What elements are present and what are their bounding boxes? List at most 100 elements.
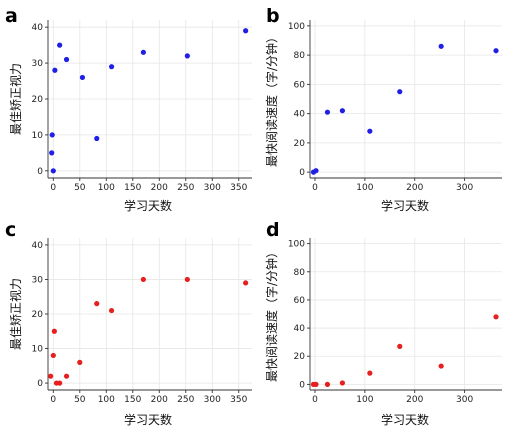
- x-tick-label: 150: [124, 183, 141, 193]
- y-axis-title: 最佳矫正视力: [8, 63, 23, 135]
- x-tick-label: 100: [356, 183, 373, 193]
- data-point: [339, 108, 346, 114]
- x-tick-label: 350: [230, 395, 247, 405]
- data-point: [493, 314, 499, 320]
- y-tick-label: 80: [294, 51, 306, 61]
- data-point: [50, 352, 56, 359]
- x-axis-title: 学习天数: [124, 412, 172, 427]
- data-point: [52, 67, 58, 73]
- x-axis-title: 学习天数: [381, 198, 429, 213]
- panel-a: a 0 50 100 150 200 250 300 350 0 10 20 30 40 学习天数 最佳矫正视…: [5, 5, 252, 213]
- panel-c: c 0 50 100 150 200 250 300 350 0 10 20 30 40 学习天数 最佳矫正视…: [5, 219, 252, 427]
- x-tick-label: 0: [50, 183, 56, 193]
- y-tick-label: 40: [294, 110, 306, 120]
- x-tick-label: 100: [356, 395, 373, 405]
- data-point: [94, 301, 100, 307]
- y-tick-label: 20: [32, 95, 44, 105]
- data-point: [184, 276, 190, 283]
- x-tick-label: 300: [456, 183, 473, 193]
- data-point: [493, 48, 499, 54]
- data-point: [49, 150, 55, 156]
- x-tick-label: 200: [151, 395, 168, 405]
- y-tick-label: 60: [294, 80, 306, 90]
- x-tick-label: 200: [151, 183, 168, 193]
- y-tick-label: 0: [299, 168, 305, 178]
- y-tick-label: 0: [299, 380, 305, 390]
- data-point: [243, 280, 249, 286]
- data-point: [108, 307, 115, 314]
- data-point: [48, 373, 54, 379]
- x-tick-label: 300: [456, 395, 473, 405]
- data-point: [324, 381, 331, 387]
- y-tick-label: 10: [32, 345, 44, 355]
- y-axis-title: 最佳矫正视力: [8, 278, 23, 350]
- data-point: [438, 43, 444, 49]
- data-point: [367, 370, 373, 376]
- y-tick-label: 100: [288, 240, 305, 250]
- y-tick-label: 0: [37, 379, 43, 389]
- data-point: [367, 128, 373, 134]
- panel-letter-b: b: [266, 5, 280, 27]
- data-point: [57, 42, 63, 48]
- panel-b: b 0 100 200 300 0 20 40 60 80 100 学习天数 最快阅读速度（字/分钟）: [264, 5, 502, 213]
- y-tick-label: 0: [37, 167, 43, 177]
- y-tick-label: 20: [294, 139, 306, 149]
- data-point: [140, 49, 146, 55]
- y-tick-label: 60: [294, 296, 306, 306]
- data-point: [243, 28, 249, 34]
- x-tick-label: 0: [50, 395, 56, 405]
- y-tick-label: 80: [294, 268, 306, 278]
- y-tick-label: 100: [288, 22, 305, 32]
- y-axis-title: 最快阅读速度（字/分钟）: [264, 31, 279, 167]
- data-point: [140, 276, 146, 283]
- data-point: [51, 328, 57, 334]
- y-tick-label: 30: [32, 59, 44, 69]
- panel-letter-a: a: [5, 5, 18, 27]
- y-tick-label: 40: [32, 241, 44, 251]
- y-tick-label: 30: [32, 275, 44, 285]
- y-axis-title: 最快阅读速度（字/分钟）: [264, 246, 279, 382]
- data-point: [184, 53, 190, 59]
- data-point: [50, 168, 56, 174]
- panel-letter-d: d: [266, 219, 280, 241]
- x-tick-label: 50: [74, 395, 86, 405]
- y-tick-label: 20: [294, 352, 306, 362]
- data-point: [397, 343, 403, 349]
- data-point: [397, 89, 403, 95]
- data-point: [438, 363, 444, 369]
- data-point: [313, 381, 319, 387]
- data-point: [94, 135, 100, 142]
- y-tick-label: 20: [32, 310, 44, 320]
- data-point: [79, 74, 86, 81]
- data-point: [63, 56, 70, 63]
- x-tick-label: 0: [312, 395, 318, 405]
- x-tick-label: 250: [177, 183, 194, 193]
- panel-letter-c: c: [5, 219, 16, 241]
- data-point: [313, 168, 319, 174]
- data-point: [339, 380, 346, 386]
- x-tick-label: 100: [98, 183, 115, 193]
- x-tick-label: 50: [74, 183, 86, 193]
- data-point: [63, 373, 70, 379]
- y-tick-label: 40: [32, 23, 44, 33]
- data-point: [324, 109, 331, 115]
- y-tick-label: 10: [32, 131, 44, 141]
- data-point: [57, 380, 63, 386]
- x-tick-label: 250: [177, 395, 194, 405]
- x-tick-label: 300: [204, 395, 221, 405]
- x-tick-label: 200: [406, 183, 423, 193]
- x-axis-title: 学习天数: [381, 412, 429, 427]
- x-tick-label: 150: [124, 395, 141, 405]
- y-tick-label: 40: [294, 324, 306, 334]
- data-point: [77, 359, 83, 365]
- x-tick-label: 200: [406, 395, 423, 405]
- data-point: [108, 64, 115, 70]
- x-tick-label: 300: [204, 183, 221, 193]
- x-axis-title: 学习天数: [124, 198, 172, 213]
- x-tick-label: 350: [230, 183, 247, 193]
- panel-d: d 0 100 200 300 0 20 40 60 80 100 学习天数 最快阅读速度（字/分钟）: [264, 219, 502, 427]
- x-tick-label: 100: [98, 395, 115, 405]
- data-point: [49, 132, 55, 138]
